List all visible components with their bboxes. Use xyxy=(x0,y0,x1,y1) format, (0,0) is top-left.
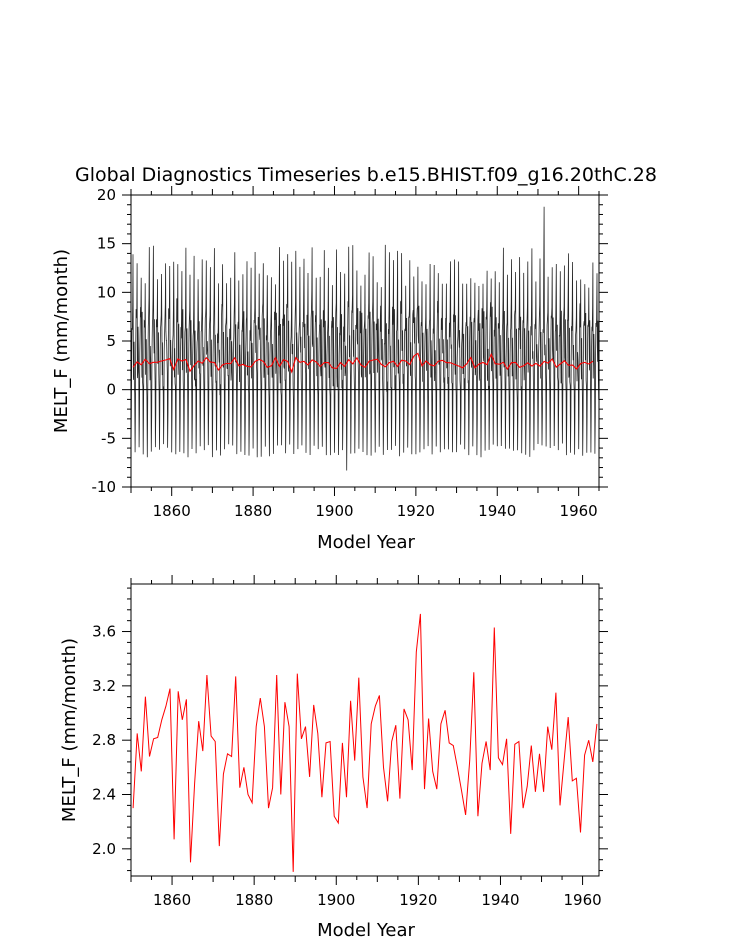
top-chart-annual-mean-line xyxy=(132,352,594,374)
bottom-chart-x-tick-label: 1880 xyxy=(235,891,273,909)
bottom-chart-plot-frame xyxy=(130,583,600,877)
bottom-chart-x-tick-label: 1860 xyxy=(153,891,191,909)
top-chart-y-axis-label: MELT_F (mm/month) xyxy=(51,249,72,433)
top-chart-ticks xyxy=(122,186,608,496)
top-chart-y-tick-label: -5 xyxy=(101,429,116,447)
top-chart-x-axis-label: Model Year xyxy=(317,532,415,553)
top-chart-y-tick-label: 5 xyxy=(106,332,116,350)
top-chart-x-tick-label: 1880 xyxy=(234,502,272,520)
bottom-chart-x-tick-label: 1960 xyxy=(563,891,601,909)
bottom-chart-x-tick-label: 1920 xyxy=(399,891,437,909)
bottom-chart-y-axis-label: MELT_F (mm/month) xyxy=(59,638,80,822)
top-chart-y-tick-label: 0 xyxy=(106,381,116,399)
bottom-chart-annual-mean-line xyxy=(132,613,598,872)
bottom-chart-panel: 1860 1880 1900 1920 1940 19602.02.42.83.23.6 … xyxy=(59,575,608,941)
top-chart-x-tick-label: 1900 xyxy=(315,502,353,520)
bottom-chart-y-tick-label: 3.2 xyxy=(92,677,116,695)
top-chart-panel: 1860 1880 1900 1920 1940 1960 -10 -5 0 5 10 15 20 Mo… xyxy=(51,186,608,553)
top-chart-y-tick-label: 15 xyxy=(97,235,116,253)
top-chart-x-tick-label: 1940 xyxy=(478,502,516,520)
bottom-chart-annual-mean-series xyxy=(132,613,598,872)
bottom-chart-x-axis-label: Model Year xyxy=(317,920,415,941)
bottom-chart-y-tick-label: 2.0 xyxy=(92,840,116,858)
top-chart-y-tick-label: -10 xyxy=(92,478,117,496)
bottom-chart-tick-labels: 1860 1880 1900 1920 1940 1960 2.0 2.4 2.8 3.2 3.6 xyxy=(92,623,602,909)
top-chart-y-tick-label: 20 xyxy=(97,186,116,204)
bottom-chart-y-tick-label: 3.6 xyxy=(92,623,116,641)
bottom-chart-y-tick-label: 2.8 xyxy=(92,731,116,749)
bottom-chart-ticks xyxy=(122,575,608,885)
top-chart-monthly-line xyxy=(130,206,600,471)
top-chart-tick-labels: 1860 1880 1900 1920 1940 1960 -10 -5 0 5 10 15 20 xyxy=(92,186,598,520)
top-chart-x-tick-label: 1960 xyxy=(560,502,598,520)
top-chart-x-tick-label: 1860 xyxy=(153,502,191,520)
top-chart-monthly-series xyxy=(130,206,600,471)
bottom-chart-x-tick-label: 1940 xyxy=(481,891,519,909)
bottom-chart-y-tick-label: 2.4 xyxy=(92,786,116,804)
top-chart-annual-mean-series xyxy=(132,352,594,374)
figure-title: Global Diagnostics Timeseries b.e15.BHIS… xyxy=(75,164,657,186)
top-chart-y-tick-label: 10 xyxy=(97,283,116,301)
bottom-chart-x-tick-label: 1900 xyxy=(317,891,355,909)
top-chart-x-tick-label: 1920 xyxy=(397,502,435,520)
